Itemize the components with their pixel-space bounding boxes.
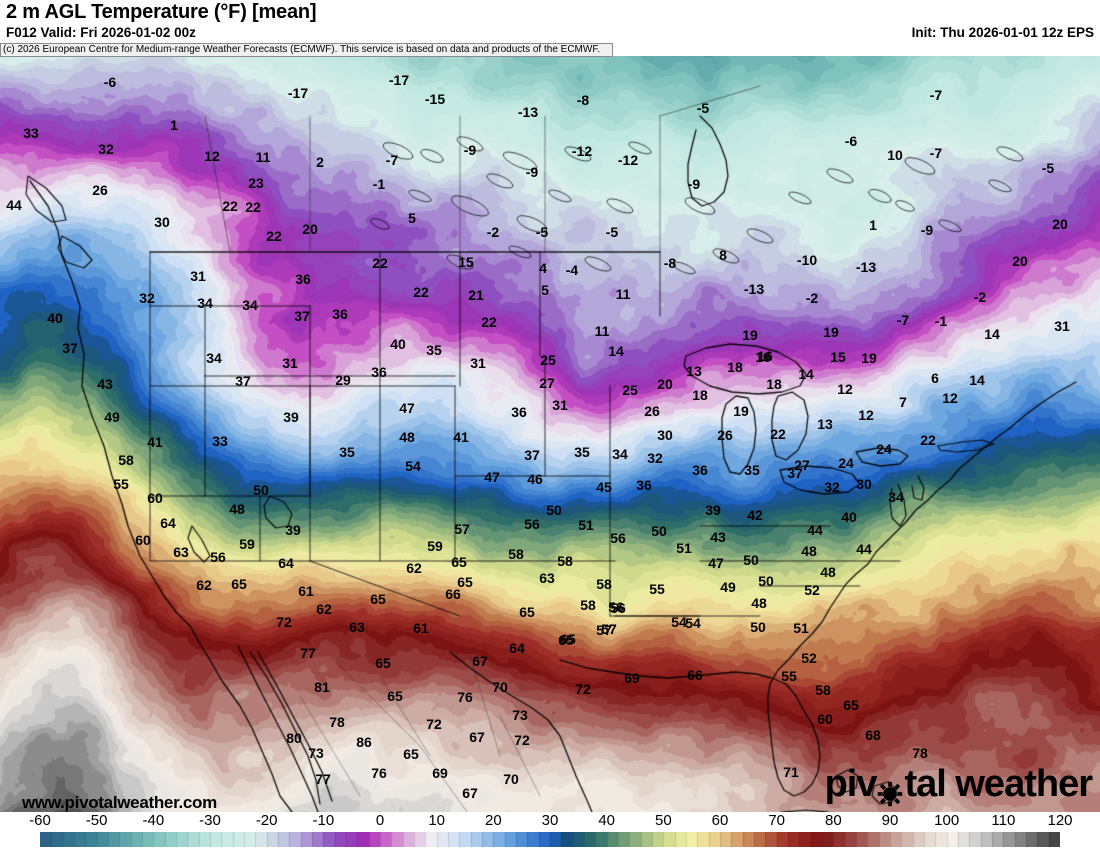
colorbar[interactable]: -60 -50 -40 -30 -20 -10 0 10 20 30 40 50 60 70 80 90 100… — [0, 812, 1100, 850]
colorbar-tick: -30 — [199, 812, 221, 829]
colorbar-tick: -40 — [142, 812, 165, 829]
page-title: 2 m AGL Temperature (°F) [mean] — [6, 1, 317, 23]
colorbar-tick: 70 — [768, 812, 785, 829]
colorbar-tick: 100 — [934, 812, 960, 829]
colorbar-tick: 110 — [991, 812, 1016, 829]
colorbar-tick: -50 — [85, 812, 108, 829]
colorbar-tick: -20 — [255, 812, 278, 829]
pivotal-weather-logo: piv tal weather — [824, 763, 1093, 807]
temperature-raster — [0, 56, 1100, 812]
colorbar-tick: 60 — [711, 812, 729, 829]
copyright-strip: (c) 2026 European Centre for Medium-rang… — [0, 43, 613, 57]
colorbar-tick: 90 — [881, 812, 899, 829]
colorbar-tick: 80 — [824, 812, 842, 829]
colorbar-gradient — [40, 832, 1060, 847]
colorbar-tick: 30 — [541, 812, 559, 829]
copyright-text: (c) 2026 European Centre for Medium-rang… — [3, 44, 601, 55]
colorbar-tick: 50 — [654, 812, 672, 829]
site-url: www.pivotalweather.com — [22, 793, 217, 812]
colorbar-tick: 40 — [598, 812, 615, 829]
valid-time-label: F012 Valid: Fri 2026-01-02 00z — [6, 25, 196, 40]
sun-icon — [877, 776, 903, 807]
colorbar-tick-labels: -60 -50 -40 -30 -20 -10 0 10 20 30 40 50 60 70 80 90 100… — [0, 812, 1100, 832]
init-time-label: Init: Thu 2026-01-01 12z EPS — [911, 25, 1094, 40]
colorbar-tick: 120 — [1047, 812, 1073, 829]
temperature-map[interactable]: -6 33 32 1 12 11 -17 2 23 26 22 30 20 22 44 -17 -15 -8 -13… — [0, 56, 1100, 813]
colorbar-tick: 20 — [484, 812, 502, 829]
map-header: 2 m AGL Temperature (°F) [mean] F012 Val… — [0, 0, 1100, 48]
colorbar-tick: -10 — [312, 812, 335, 829]
colorbar-tick: -60 — [29, 812, 51, 829]
logo-text-part1: piv — [824, 763, 878, 805]
logo-text-part2: tal weather — [904, 763, 1093, 805]
colorbar-tick: 10 — [428, 812, 445, 829]
colorbar-tick: 0 — [375, 812, 385, 829]
colorbar-canvas — [40, 832, 1060, 847]
